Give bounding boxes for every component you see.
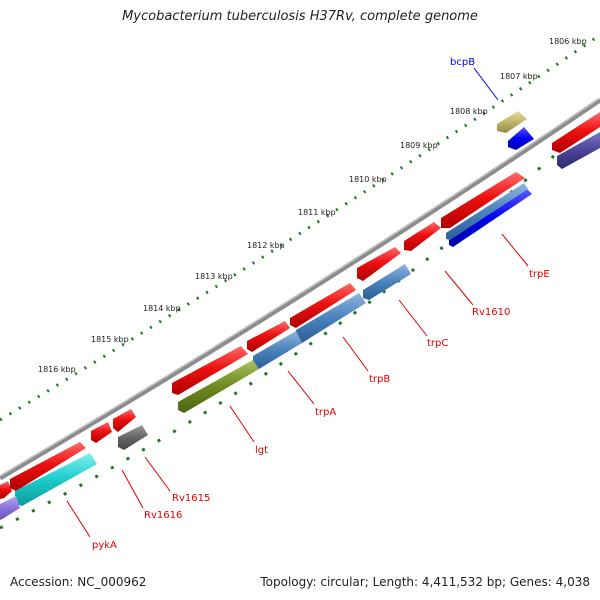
- feature-steel-trpB[interactable]: [296, 293, 366, 343]
- feature-violet-left-edge[interactable]: [0, 496, 20, 520]
- feature-gray-Rv1615[interactable]: [118, 425, 148, 450]
- kbp-label-1813: 1813 kbp: [195, 272, 233, 281]
- kbp-label-1809: 1809 kbp: [400, 141, 438, 150]
- bcpB-leader: [473, 67, 499, 101]
- trpE-leader: [501, 233, 529, 267]
- gene-label-Rv1610[interactable]: Rv1610: [472, 307, 510, 318]
- feature-khaki-bcpB[interactable]: [497, 111, 527, 133]
- feature-cyan-pykA[interactable]: [15, 453, 97, 506]
- kbp-label-1807: 1807 kbp: [500, 72, 538, 81]
- gene-label-trpB[interactable]: trpB: [369, 374, 390, 385]
- feature-red-near-pykA[interactable]: [10, 442, 86, 491]
- gene-label-trpA[interactable]: trpA: [315, 407, 336, 418]
- gene-label-Rv1615[interactable]: Rv1615: [172, 493, 210, 504]
- gene-label-Rv1616[interactable]: Rv1616: [144, 510, 182, 521]
- feature-red-upper-right-end[interactable]: [552, 112, 600, 153]
- feature-red-near-trpA[interactable]: [247, 321, 290, 352]
- genome-summary-text: Topology: circular; Length: 4,411,532 bp…: [260, 575, 590, 589]
- kbp-label-1811: 1811 kbp: [298, 208, 336, 217]
- feature-steel-trpA[interactable]: [253, 331, 302, 369]
- gene-label-trpE[interactable]: trpE: [529, 269, 550, 280]
- feature-red-near-trpC[interactable]: [357, 247, 401, 281]
- feature-indigo-right[interactable]: [557, 132, 600, 169]
- gene-label-lgt[interactable]: lgt: [255, 445, 268, 456]
- feature-red-near-trpB[interactable]: [290, 283, 356, 328]
- accession-text: Accession: NC_000962: [10, 575, 147, 589]
- feature-red-near-trpE[interactable]: [441, 172, 525, 228]
- genome-backbone-highlight: [0, 97, 600, 477]
- trpA-leader: [287, 370, 315, 405]
- kbp-label-1810: 1810 kbp: [349, 175, 387, 184]
- kbp-label-1812: 1812 kbp: [247, 241, 285, 250]
- genome-backbone: [0, 97, 600, 481]
- feature-steel-trpE[interactable]: [446, 183, 528, 240]
- feature-red-near-lgt[interactable]: [172, 346, 248, 395]
- feature-red-near-Rv1610[interactable]: [404, 222, 441, 251]
- Rv1616-leader: [121, 469, 144, 509]
- gene-label-pykA[interactable]: pykA: [92, 540, 117, 551]
- feature-blue-trpE[interactable]: [449, 189, 532, 247]
- map-title: Mycobacterium tuberculosis H37Rv, comple…: [122, 9, 478, 24]
- feature-olive-lgt[interactable]: [178, 360, 259, 413]
- kbp-label-1816: 1816 kbp: [38, 365, 76, 374]
- outer-scale-ruler: [0, 33, 600, 422]
- lgt-leader: [229, 405, 255, 443]
- feature-blue-bcpB[interactable]: [508, 127, 534, 150]
- kbp-label-1815: 1815 kbp: [91, 335, 129, 344]
- feature-red-left-edge[interactable]: [0, 481, 12, 499]
- kbp-label-1808: 1808 kbp: [450, 107, 488, 116]
- gene-label-bcpB[interactable]: bcpB: [450, 57, 475, 68]
- gene-label-trpC[interactable]: trpC: [427, 338, 448, 349]
- kbp-label-1814: 1814 kbp: [143, 304, 181, 313]
- Rv1610-leader: [444, 270, 474, 306]
- pykA-leader: [66, 500, 91, 538]
- Rv1615-leader: [144, 456, 171, 492]
- feature-red-Rv1615[interactable]: [113, 409, 136, 432]
- trpB-leader: [342, 336, 369, 372]
- feature-steel-trpC[interactable]: [363, 264, 411, 300]
- trpC-leader: [398, 299, 428, 337]
- kbp-label-1806: 1806 kbp: [549, 37, 587, 46]
- feature-red-Rv1616[interactable]: [91, 422, 112, 443]
